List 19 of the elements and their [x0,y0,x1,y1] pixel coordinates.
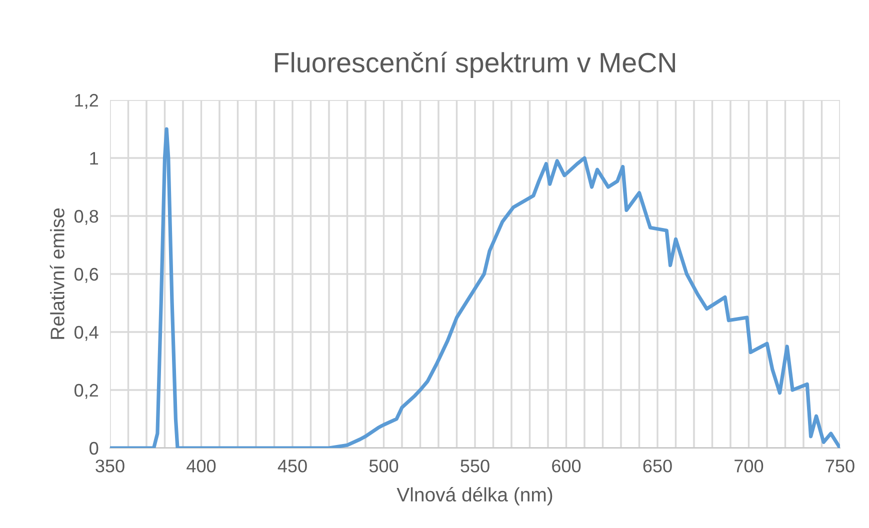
x-tick-label: 350 [96,460,124,472]
y-tick-label: 1 [90,152,98,165]
y-tick-label: 0,4 [74,326,98,341]
x-axis-title: Vlnová délka (nm) [396,487,552,506]
y-axis-title: Relativní emise [50,208,64,339]
y-tick-label: 0,2 [74,384,98,399]
x-tick-label: 550 [460,460,490,472]
chart-title: Fluorescenční spektrum v MeCN [275,52,675,78]
x-tick-label: 750 [826,460,854,472]
y-tick-label: 0,6 [74,268,98,283]
y-tick-label: 0,8 [74,210,98,225]
y-tick-label: 0 [90,442,98,455]
x-tick-label: 600 [552,460,581,472]
x-tick-label: 700 [734,460,764,472]
y-tick-label: 1,2 [75,94,98,109]
x-tick-label: 650 [643,460,672,472]
x-tick-label: 400 [186,460,216,472]
x-tick-label: 500 [369,460,398,472]
x-tick-label: 450 [278,460,307,472]
